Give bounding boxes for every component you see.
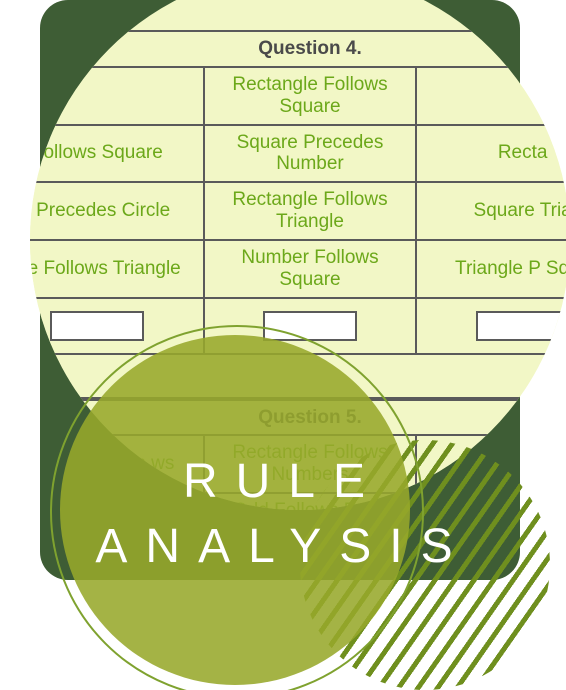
q4-r3c1: Number Follows Square [204,240,417,298]
q4-r2c1: Rectangle Follows Triangle [204,182,417,240]
answer-box[interactable] [50,311,144,341]
q4-r2c0: r Precedes Circle [30,182,204,240]
stage: Question 4. Rectangle Follows Square Fol… [0,0,566,690]
answer-box[interactable] [476,311,566,341]
q4-r3c2: Triangle P Squa [416,240,566,298]
q4-r1c1: Square Precedes Number [204,125,417,183]
q4-r1c2: Recta [416,125,566,183]
q4-answer-cell-2 [416,298,566,354]
q4-r0c2 [416,67,566,125]
q4-r1c0: Follows Square [30,125,204,183]
q4-r0c1: Rectangle Follows Square [204,67,417,125]
question4-header: Question 4. [30,31,566,67]
q4-r2c2: Square Tria [416,182,566,240]
q4-r3c0: cle Follows Triangle [30,240,204,298]
q4-r0c0 [30,67,204,125]
ring-decoration-bottom [50,325,424,690]
